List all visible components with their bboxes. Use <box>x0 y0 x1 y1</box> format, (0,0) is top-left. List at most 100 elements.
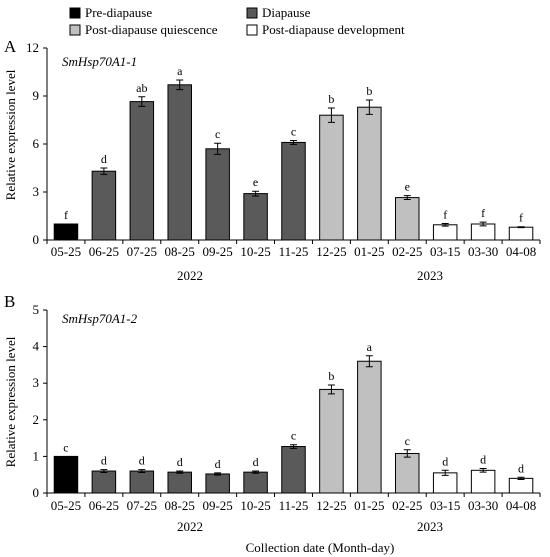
panel-b-x-tick-label: 07-25 <box>127 498 157 513</box>
panel-a-bar <box>53 223 79 241</box>
panel-b-x-tick-label: 02-25 <box>392 498 422 513</box>
panel-a-error-bar <box>365 99 373 115</box>
panel-a-year-2023: 2023 <box>417 268 443 283</box>
panel-b-significance-letter: d <box>253 455 259 469</box>
panel-a-error-bar <box>214 142 222 155</box>
panel-a-error-bar <box>252 190 260 197</box>
legend-swatch-pre-diapause <box>69 7 81 19</box>
panel-b-x-tick-label: 12-25 <box>316 498 346 513</box>
panel-a-ylabel: Relative expression level <box>3 69 18 200</box>
panel-a-y-tick-label: 0 <box>33 232 40 247</box>
panel-a-year-2022: 2022 <box>177 268 203 283</box>
panel-a-significance-letter: f <box>519 211 523 225</box>
panel-a-significance-letter: ab <box>136 81 147 95</box>
panel-b-error-bar <box>441 469 449 476</box>
panel-a-bar <box>167 84 192 241</box>
panel-a-bar <box>357 106 382 241</box>
panel-b-x-tick-label: 03-15 <box>430 498 460 513</box>
legend-item-pre-diapause: Pre-diapause <box>69 5 152 20</box>
legend: Pre-diapause Diapause Post-diapause quie… <box>69 5 405 37</box>
panel-a-x-tick-label: 08-25 <box>165 244 195 259</box>
panel-a-x-tick-label: 02-25 <box>392 244 422 259</box>
panel-b-bar <box>470 469 496 494</box>
panel-b-significance-letter: d <box>442 454 448 468</box>
panel-b-bar <box>243 471 268 494</box>
panel-b-significance-letter: d <box>101 454 107 468</box>
panel-a-error-bar <box>290 139 297 145</box>
panel-a-x-tick-label: 04-08 <box>506 244 536 259</box>
panel-a-bars: f 05-25 d 06-25 ab 07-25 a 08-25 c 09-25 e 10-25 c 11… <box>51 64 536 259</box>
legend-item-post-diapause-development: Post-diapause development <box>246 22 405 37</box>
panel-a-error-bar <box>176 79 184 91</box>
panel-letter-b: B <box>4 292 15 311</box>
panel-b-error-bar <box>479 467 487 473</box>
panel-a-significance-letter: e <box>405 180 410 194</box>
panel-b-x-tick-label: 03-30 <box>468 498 498 513</box>
panel-b-bar <box>508 477 534 494</box>
panel-b-significance-letter: c <box>63 440 68 454</box>
panel-b-error-bar <box>214 472 222 476</box>
panel-a: A SmHsp70A1-1 Relative expression level … <box>3 37 541 283</box>
panel-a-error-bar <box>138 96 146 107</box>
panel-b-bar <box>91 470 117 494</box>
panel-a-x-tick-label: 10-25 <box>240 244 270 259</box>
panel-a-significance-letter: f <box>443 208 447 222</box>
panel-a-bar <box>432 224 458 241</box>
panel-a-x-tick-label: 07-25 <box>127 244 157 259</box>
panel-a-bar <box>281 141 306 241</box>
panel-a-bar <box>129 101 155 241</box>
panel-b-error-bar <box>138 469 146 474</box>
panel-b-x-tick-label: 05-25 <box>51 498 81 513</box>
panel-a-y-tick-label: 12 <box>26 40 39 55</box>
legend-item-diapause: Diapause <box>246 5 311 20</box>
panel-b-bars: c 05-25 d 06-25 d 07-25 d 08-25 d 09-25 d 10-25 c 11-… <box>51 340 536 513</box>
panel-b-significance-letter: b <box>328 369 334 383</box>
panel-b-x-tick-label: 10-25 <box>240 498 270 513</box>
panel-b-x-tick-label: 01-25 <box>354 498 384 513</box>
panel-a-significance-letter: c <box>215 127 220 141</box>
panel-a-error-bar <box>327 107 335 123</box>
panel-b-significance-letter: d <box>215 457 221 471</box>
panel-b-y-tick-label: 0 <box>33 485 40 500</box>
panel-b-bar <box>319 388 344 494</box>
legend-swatch-diapause <box>246 7 258 19</box>
panel-b-x-tick-label: 06-25 <box>89 498 119 513</box>
panel-a-error-bar <box>441 223 449 227</box>
panel-b-error-bar <box>517 476 525 480</box>
panel-a-error-bar <box>517 226 525 229</box>
panel-a-title: SmHsp70A1-1 <box>62 54 137 69</box>
panel-b-error-bar <box>290 444 297 449</box>
panel-b-y-tick-label: 4 <box>33 339 40 354</box>
panel-a-x-tick-label: 06-25 <box>89 244 119 259</box>
panel-b-axes: 0 1 2 3 4 5 <box>33 302 541 500</box>
panel-b-year-2022: 2022 <box>177 519 203 534</box>
panel-letter-a: A <box>4 37 17 56</box>
panel-b-significance-letter: d <box>480 452 486 466</box>
legend-label-pre-diapause: Pre-diapause <box>85 5 152 20</box>
panel-a-error-bar <box>100 167 108 175</box>
panel-a-axes: 0 3 6 9 12 <box>26 40 541 247</box>
panel-b-x-tick-label: 04-08 <box>506 498 536 513</box>
panel-b-significance-letter: c <box>291 429 296 443</box>
panel-a-y-tick-label: 9 <box>33 88 40 103</box>
panel-b-error-bar <box>176 470 184 474</box>
panel-b-y-tick-label: 1 <box>33 448 40 463</box>
panel-b-error-bar <box>403 449 411 458</box>
panel-a-significance-letter: f <box>64 208 68 222</box>
panel-b-error-bar <box>365 355 373 368</box>
panel-b-y-tick-label: 3 <box>33 375 40 390</box>
panel-b-x-tick-label: 08-25 <box>165 498 195 513</box>
panel-a-bar <box>91 170 117 241</box>
panel-a-x-tick-label: 09-25 <box>202 244 232 259</box>
panel-b-bar <box>281 446 306 494</box>
panel-b-x-tick-label: 09-25 <box>202 498 232 513</box>
panel-a-x-tick-label: 11-25 <box>279 244 309 259</box>
panel-b-error-bar <box>100 469 108 474</box>
panel-b-bar <box>205 473 230 494</box>
panel-b-error-bar <box>327 384 335 395</box>
panel-a-significance-letter: d <box>101 152 107 166</box>
panel-b-error-bar <box>252 470 260 474</box>
panel-a-y-tick-label: 6 <box>33 136 40 151</box>
panel-a-x-tick-label: 05-25 <box>51 244 81 259</box>
